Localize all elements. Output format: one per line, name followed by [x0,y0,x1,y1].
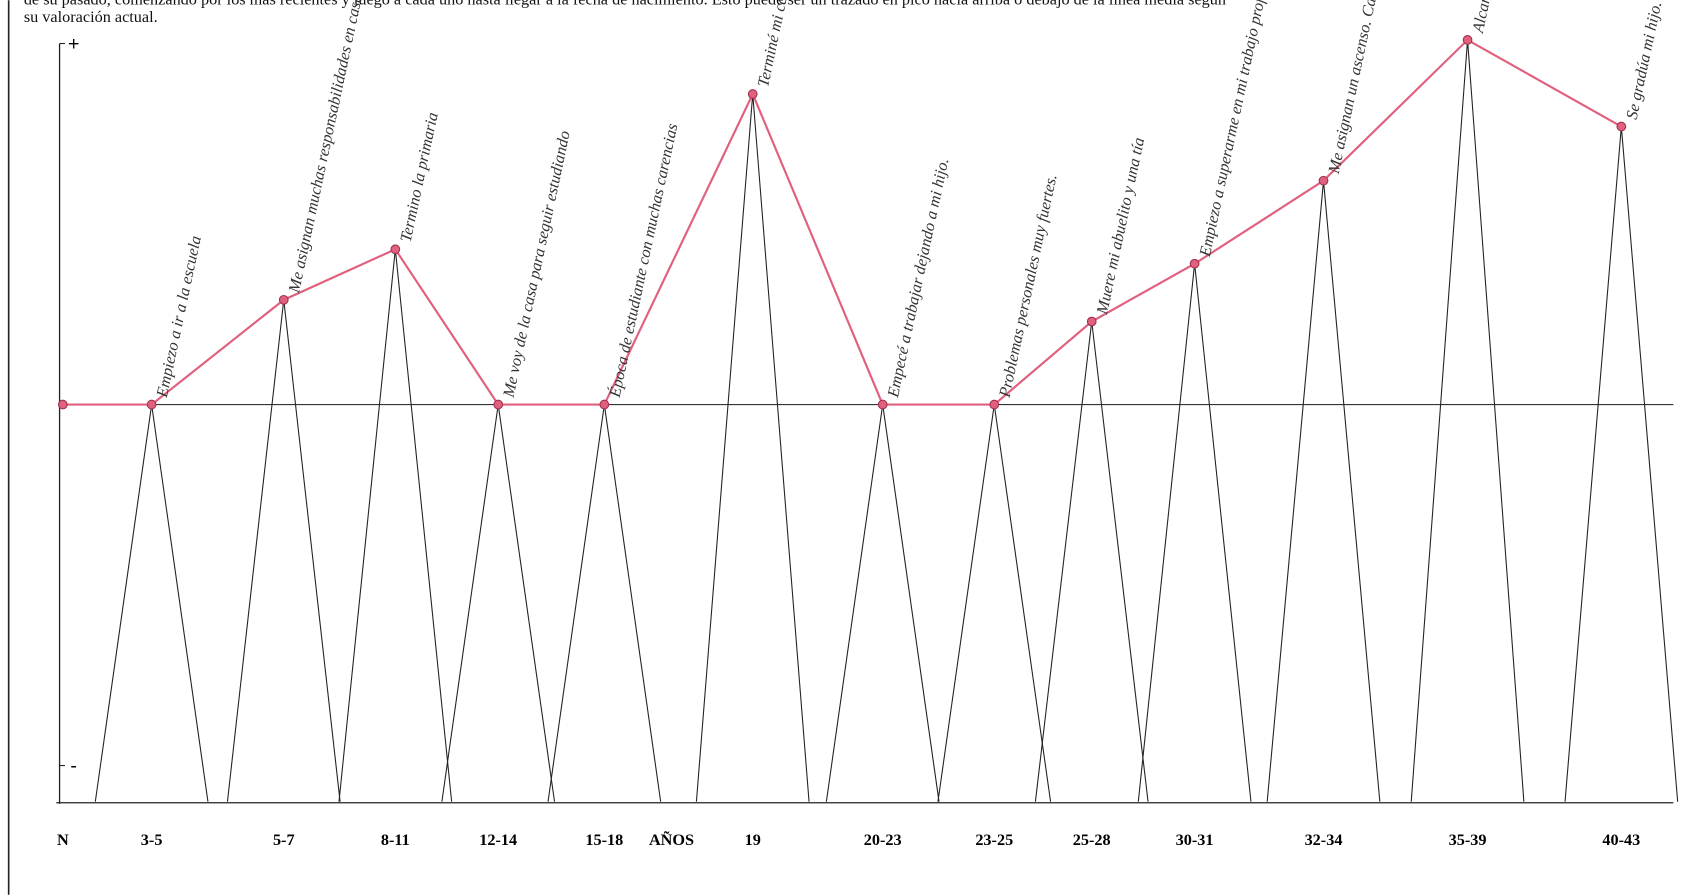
annotation: Alcancé logros en mi vida profesional [1469,0,1538,35]
peak [1138,264,1251,802]
x-tick-label: 23-25 [975,831,1013,849]
y-tick-label: - [70,755,77,777]
annotation: Termino la primaria [397,111,442,244]
annotation: Me asignan un ascenso. Carrera magisteri… [1325,0,1403,176]
x-tick-label: 40-43 [1602,831,1640,849]
point [990,400,999,409]
annotation: Me voy de la casa para seguir estudiando [499,129,573,400]
peak [1267,181,1380,802]
point [748,90,757,99]
x-tick-label: 15-18 [585,831,623,849]
point [600,400,609,409]
instruction-line: su valoración actual. [24,8,158,26]
page: html, body { margin: 0; padding: 0; back… [0,0,1695,895]
chart: de su pasado, comenzando por los más rec… [0,0,1695,895]
point [391,245,400,254]
point [1087,317,1096,326]
x-tick-label: 20-23 [864,831,902,849]
peak [95,405,208,802]
x-tick-label: 19 [745,831,761,849]
x-tick-label: 3-5 [141,831,163,849]
annotation: Problemas personales muy fuertes. [996,173,1061,400]
x-axis-label: AÑOS [649,830,694,849]
x-tick-label: N [57,831,69,849]
life-line [63,40,1622,405]
y-tick-label: + [68,33,79,55]
peak [1411,40,1524,802]
point [279,296,288,305]
annotation: Se gradúa mi hijo. [1623,0,1666,121]
peak [548,405,661,802]
peak [227,300,340,802]
peak [339,249,452,801]
annotation: Me asignan muchas responsabilidades en c… [285,0,367,295]
annotation: Empiezo a ir a la escuela [153,234,205,400]
annotation: Época de estudiante con muchas carencias [605,122,682,400]
point [147,400,156,409]
point [494,400,503,409]
peak [938,405,1051,802]
x-tick-label: 12-14 [479,831,517,849]
instruction-line: de su pasado, comenzando por los más rec… [24,0,1226,9]
peak [442,405,555,802]
x-tick-label: 8-11 [381,831,410,849]
x-tick-label: 5-7 [273,831,295,849]
point [878,400,887,409]
x-tick-label: 32-34 [1305,831,1343,849]
annotation: Muere mi abuelito y una tía [1093,136,1148,317]
peak [696,94,809,802]
point [1463,36,1472,45]
annotation: Terminé mi carrera. Nacimiento de mi hij… [754,0,830,88]
x-tick-label: 30-31 [1176,831,1214,849]
annotation: Empiezo a superarme en mi trabajo profes… [1196,0,1278,259]
point [1190,259,1199,268]
point [1319,176,1328,185]
x-tick-label: 35-39 [1449,831,1487,849]
peak [1035,322,1148,802]
point [1617,122,1626,131]
point [58,400,67,409]
peak [826,405,939,802]
body: {"instructions": ["de su pasado, comenza… [0,0,1695,895]
peak [1565,127,1678,802]
x-tick-label: 25-28 [1073,831,1111,849]
annotation: Empecé a trabajar dejando a mi hijo. [884,157,953,400]
